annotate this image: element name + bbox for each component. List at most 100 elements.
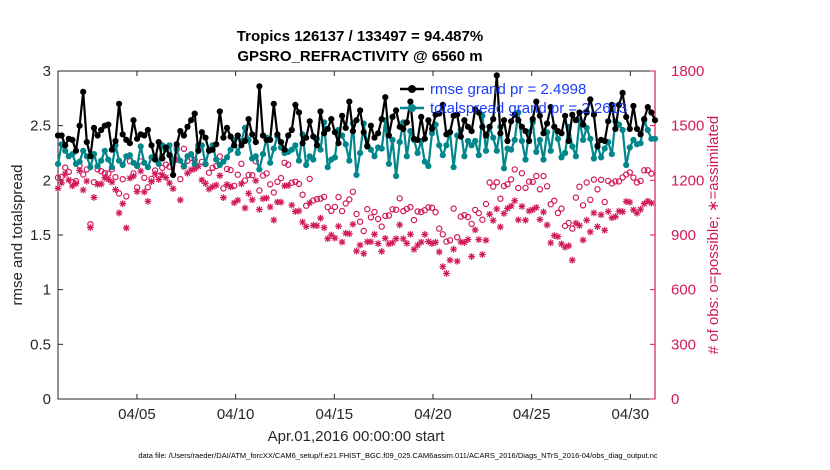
obs-possible-point — [612, 178, 619, 185]
rmse-point — [367, 122, 374, 129]
rmse-point — [490, 116, 497, 123]
obs-assimilated-point — [151, 170, 159, 177]
obs-possible-point — [119, 175, 126, 183]
obs-assimilated-point — [198, 176, 206, 184]
totalspread-point — [94, 163, 101, 170]
y-right-tick-label: 600 — [671, 282, 696, 299]
x-tick-label: 04/15 — [316, 406, 354, 423]
y-axis-right-label: # of obs: o=possible; ∗=assimilated — [705, 116, 722, 355]
obs-assimilated-point — [248, 196, 256, 204]
rmse-point — [608, 101, 615, 108]
obs-possible-point — [285, 161, 292, 168]
obs-assimilated-point — [414, 241, 422, 249]
rmse-point — [457, 133, 464, 140]
obs-possible-point — [274, 178, 281, 185]
y-right-tick-label: 0 — [671, 391, 679, 408]
totalspread-point — [223, 154, 231, 161]
obs-assimilated-point — [547, 239, 555, 247]
legend-spread-marker — [408, 104, 416, 112]
obs-possible-point — [414, 208, 421, 215]
obs-assimilated-point — [169, 185, 177, 193]
obs-possible-point — [144, 184, 152, 191]
obs-assimilated-point — [288, 201, 296, 209]
totalspread-point — [256, 166, 263, 173]
totalspread-point — [177, 157, 184, 164]
rmse-point — [378, 116, 385, 123]
totalspread-point — [569, 143, 576, 150]
rmse-point — [454, 111, 461, 118]
obs-assimilated-point — [399, 235, 407, 243]
rmse-point — [428, 125, 436, 132]
rmse-point — [87, 153, 94, 160]
rmse-point — [152, 156, 159, 163]
totalspread-point — [558, 154, 565, 161]
totalspread-point — [436, 142, 443, 149]
obs-assimilated-point — [633, 209, 641, 217]
rmse-point — [439, 101, 446, 108]
totalspread-point — [500, 165, 508, 172]
obs-possible-point — [515, 184, 522, 192]
rmse-point — [245, 116, 252, 123]
totalspread-point — [119, 161, 126, 169]
obs-assimilated-point — [407, 230, 414, 238]
totalspread-point — [213, 156, 220, 163]
totalspread-point — [202, 160, 209, 167]
obs-assimilated-point — [266, 203, 274, 211]
obs-assimilated-point — [435, 248, 443, 256]
obs-possible-point — [407, 203, 414, 211]
obs-possible-point — [396, 195, 403, 202]
obs-possible-point — [227, 166, 234, 174]
rmse-point — [651, 117, 659, 124]
rmse-point — [357, 107, 364, 114]
obs-assimilated-point — [144, 197, 152, 205]
obs-assimilated-point — [403, 239, 411, 247]
rmse-point — [324, 125, 331, 132]
totalspread-point — [87, 164, 94, 171]
totalspread-point — [554, 135, 562, 142]
y-axis-right-ticks: 0 300 600 900 1200 1500 1800 — [650, 63, 704, 408]
obs-possible-point — [482, 200, 490, 208]
rmse-point — [580, 121, 587, 128]
obs-assimilated-point — [212, 181, 220, 189]
rmse-point — [69, 136, 76, 143]
obs-possible-point — [468, 220, 475, 228]
rmse-point — [590, 111, 598, 118]
totalspread-point — [324, 164, 331, 171]
obs-assimilated-point — [637, 205, 645, 213]
obs-possible-point — [525, 178, 533, 185]
totalspread-point — [101, 147, 108, 154]
obs-possible-point — [216, 153, 223, 160]
rmse-point — [353, 117, 360, 124]
obs-possible-point — [497, 195, 504, 202]
obs-possible-point — [263, 170, 270, 177]
rmse-point — [274, 131, 281, 138]
totalspread-point — [623, 161, 630, 169]
obs-assimilated-point — [281, 182, 288, 190]
rmse-point — [58, 132, 65, 139]
obs-possible-point — [241, 177, 249, 184]
obs-assimilated-point — [162, 174, 170, 181]
obs-possible-point — [648, 170, 655, 177]
rmse-point — [321, 130, 328, 137]
obs-possible-point — [90, 178, 98, 186]
totalspread-point — [396, 139, 403, 146]
obs-assimilated-point — [126, 174, 134, 182]
chart-title-line-1: Tropics 126137 / 133497 = 94.487% — [237, 28, 483, 45]
y-left-tick-label: 0 — [43, 391, 51, 408]
obs-assimilated-point — [137, 167, 145, 175]
obs-possible-point — [248, 171, 256, 179]
obs-assimilated-point — [338, 238, 346, 246]
obs-possible-point — [159, 164, 166, 172]
totalspread-point — [619, 126, 626, 134]
obs-assimilated-point — [554, 233, 562, 241]
totalspread-point — [378, 145, 385, 152]
rmse-point — [583, 109, 590, 116]
obs-assimilated-point — [597, 211, 605, 219]
rmse-point — [292, 101, 299, 108]
rmse-point — [421, 135, 428, 142]
obs-assimilated-point — [511, 197, 519, 205]
obs-assimilated-point — [255, 206, 263, 213]
totalspread-point — [461, 153, 468, 160]
obs-assimilated-point — [583, 216, 591, 224]
obs-possible-point — [382, 212, 389, 220]
